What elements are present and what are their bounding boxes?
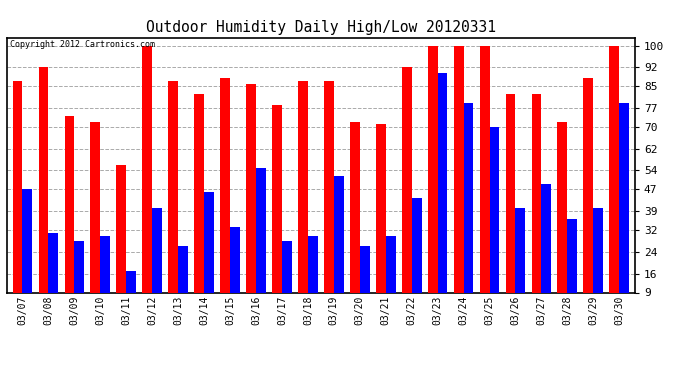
Bar [412, 198, 422, 317]
Bar [39, 68, 48, 317]
Bar [282, 241, 292, 317]
Bar [619, 103, 629, 317]
Bar [272, 105, 282, 317]
Bar [75, 241, 84, 317]
Bar [386, 236, 395, 317]
Bar [220, 78, 230, 317]
Bar [298, 81, 308, 317]
Bar [428, 46, 437, 317]
Bar [437, 73, 448, 317]
Bar [168, 81, 178, 317]
Bar [567, 219, 578, 317]
Bar [117, 165, 126, 317]
Bar [558, 122, 567, 317]
Bar [584, 78, 593, 317]
Bar [506, 94, 515, 317]
Bar [230, 227, 240, 317]
Bar [489, 127, 500, 317]
Bar [64, 116, 75, 317]
Bar [90, 122, 100, 317]
Bar [402, 68, 412, 317]
Bar [531, 94, 542, 317]
Bar [100, 236, 110, 317]
Bar [609, 46, 619, 317]
Bar [454, 46, 464, 317]
Bar [152, 209, 162, 317]
Bar [334, 176, 344, 317]
Bar [48, 233, 58, 317]
Bar [324, 81, 334, 317]
Bar [480, 46, 489, 317]
Bar [376, 124, 386, 317]
Bar [515, 209, 525, 317]
Bar [308, 236, 317, 317]
Bar [542, 184, 551, 317]
Bar [256, 168, 266, 317]
Bar [23, 189, 32, 317]
Bar [178, 246, 188, 317]
Bar [126, 271, 136, 317]
Bar [593, 209, 603, 317]
Title: Outdoor Humidity Daily High/Low 20120331: Outdoor Humidity Daily High/Low 20120331 [146, 20, 496, 35]
Bar [359, 246, 370, 317]
Bar [194, 94, 204, 317]
Bar [246, 84, 256, 317]
Text: Copyright 2012 Cartronics.com: Copyright 2012 Cartronics.com [10, 40, 155, 49]
Bar [204, 192, 214, 317]
Bar [350, 122, 359, 317]
Bar [142, 46, 152, 317]
Bar [464, 103, 473, 317]
Bar [12, 81, 23, 317]
